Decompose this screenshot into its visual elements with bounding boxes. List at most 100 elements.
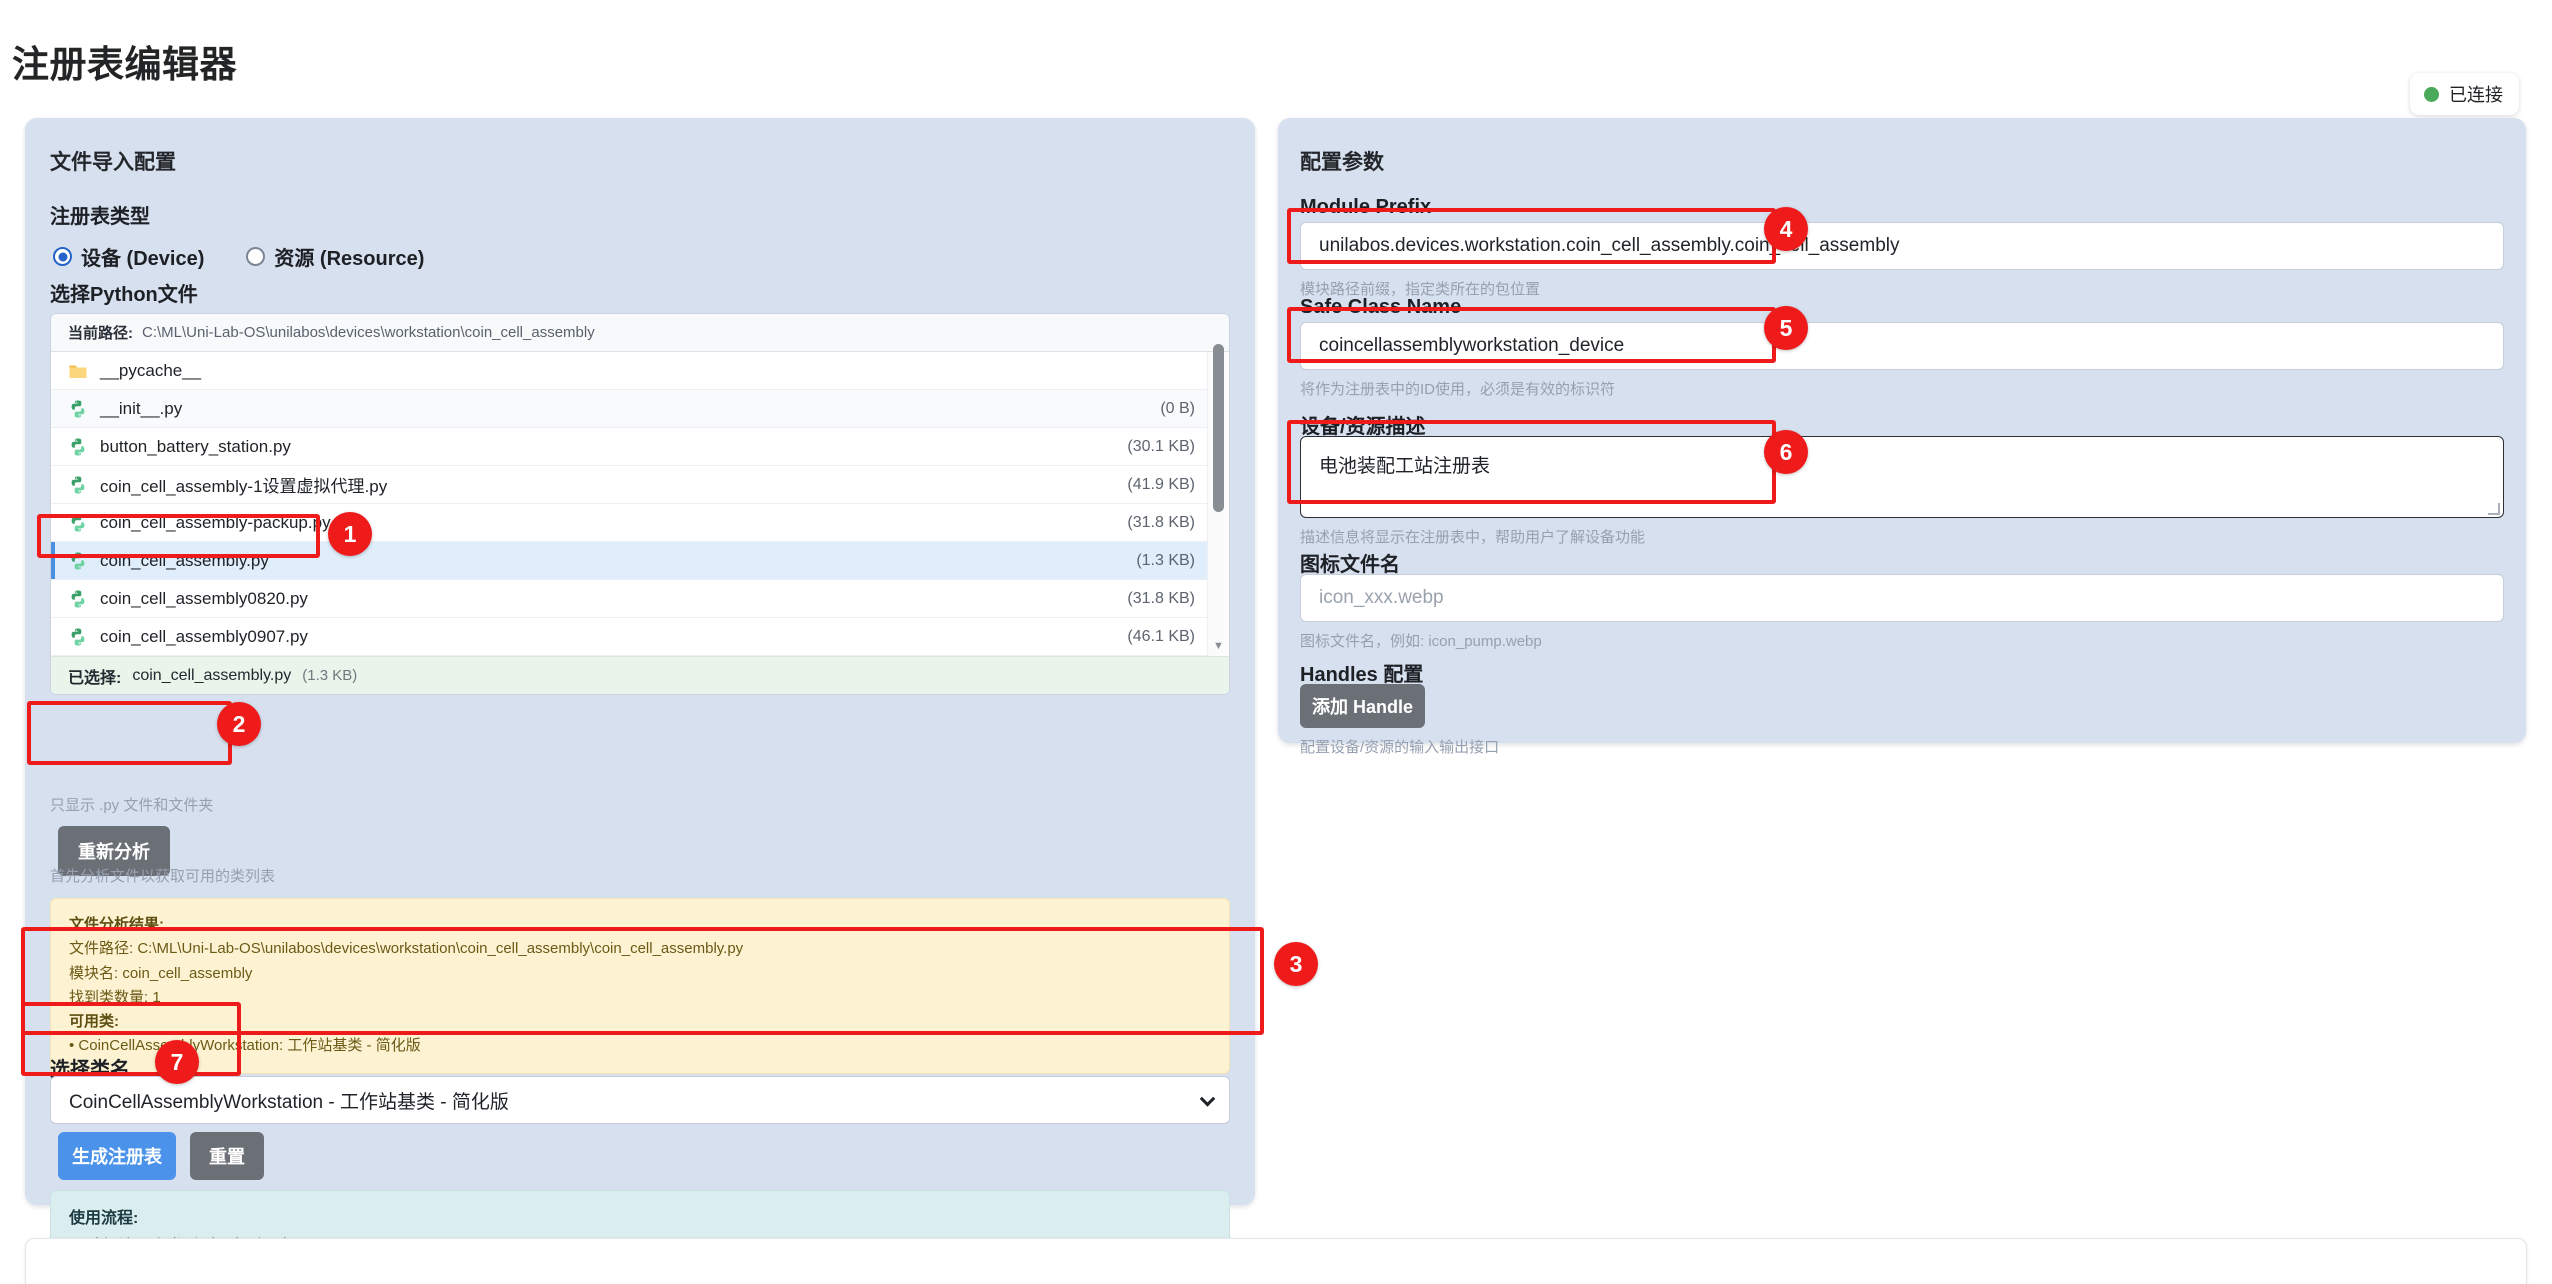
bottom-output-panel	[25, 1238, 2527, 1284]
chevron-down-icon	[1199, 1091, 1216, 1107]
radio-device-indicator[interactable]	[53, 247, 72, 266]
status-dot-icon	[2424, 86, 2439, 102]
python-file-icon	[71, 438, 85, 455]
file-browser: 当前路径: C:\ML\Uni-Lab-OS\unilabos\devices\…	[50, 313, 1230, 695]
file-name-label: __init__.py	[100, 398, 183, 418]
safe-class-name-input[interactable]: coincellassemblyworkstation_device	[1300, 322, 2504, 370]
file-row-button-battery-station[interactable]: button_battery_station.py (30.1 KB)	[51, 428, 1229, 466]
module-prefix-label: Module Prefix	[1300, 196, 1432, 218]
file-name-label: __pycache__	[100, 360, 202, 380]
file-name-label: coin_cell_assembly0907.py	[100, 626, 308, 646]
radio-resource-label: 资源 (Resource)	[274, 248, 425, 270]
selected-file-label: 已选择:	[68, 669, 122, 687]
radio-device-label: 设备 (Device)	[81, 248, 205, 270]
file-size-label: (31.8 KB)	[1127, 513, 1195, 531]
file-row-pycache[interactable]: __pycache__	[51, 352, 1229, 390]
annotation-bubble-4: 4	[1764, 207, 1808, 251]
safe-class-name-label: Safe Class Name	[1300, 296, 1462, 318]
annotation-bubble-1: 1	[328, 512, 372, 556]
file-row-coin-cell-assembly0820[interactable]: coin_cell_assembly0820.py (31.8 KB)	[51, 580, 1229, 618]
registry-type-radio-group: 设备 (Device) 资源 (Resource)	[53, 242, 424, 271]
icon-filename-hint: 图标文件名，例如: icon_pump.webp	[1300, 633, 1542, 650]
analysis-filepath-value: C:\ML\Uni-Lab-OS\unilabos\devices\workst…	[137, 940, 744, 958]
file-row-coin-cell-assembly-1[interactable]: coin_cell_assembly-1设置虚拟代理.py (41.9 KB)	[51, 466, 1229, 504]
analysis-filepath-label: 文件路径:	[69, 940, 134, 958]
selected-file-name: coin_cell_assembly.py	[132, 666, 292, 684]
file-row-init[interactable]: __init__.py (0 B)	[51, 390, 1229, 428]
selected-file-size: (1.3 KB)	[302, 667, 358, 684]
usage-heading: 使用流程:	[69, 1210, 139, 1227]
registry-type-label: 注册表类型	[50, 206, 150, 228]
safe-class-name-hint: 将作为注册表中的ID使用，必须是有效的标识符	[1300, 381, 1616, 398]
description-label: 设备/资源描述	[1300, 416, 1426, 438]
python-file-icon	[71, 628, 85, 645]
icon-filename-placeholder: icon_xxx.webp	[1319, 587, 1444, 608]
current-path-value: C:\ML\Uni-Lab-OS\unilabos\devices\workst…	[142, 324, 595, 341]
file-row-coin-cell-assembly-packup[interactable]: coin_cell_assembly-packup.py (31.8 KB)	[51, 504, 1229, 542]
current-path-label: 当前路径:	[68, 325, 133, 342]
analysis-module-label: 模块名:	[69, 964, 119, 982]
analysis-count-value: 1	[152, 988, 161, 1006]
class-select-value: CoinCellAssemblyWorkstation - 工作站基类 - 简化…	[69, 1091, 509, 1113]
handles-hint: 配置设备/资源的输入输出接口	[1300, 739, 1500, 756]
radio-device[interactable]: 设备 (Device)	[53, 242, 204, 271]
analysis-classes-heading: 可用类:	[69, 1013, 119, 1031]
annotation-bubble-5: 5	[1764, 306, 1808, 350]
current-path-bar: 当前路径: C:\ML\Uni-Lab-OS\unilabos\devices\…	[51, 314, 1229, 352]
left-panel-title: 文件导入配置	[50, 151, 176, 174]
analysis-heading: 文件分析结果:	[69, 916, 164, 933]
analysis-count-label: 找到类数量:	[69, 988, 149, 1006]
file-size-label: (1.3 KB)	[1136, 551, 1195, 569]
file-list[interactable]: __pycache__ __init__.py (0 B)	[51, 352, 1229, 656]
analyze-hint: 首先分析文件以获取可用的类列表	[50, 868, 276, 885]
connection-status-label: 已连接	[2449, 85, 2503, 105]
description-textarea[interactable]: 电池装配工站注册表	[1300, 436, 2504, 518]
module-prefix-value: unilabos.devices.workstation.coin_cell_a…	[1319, 235, 1900, 256]
file-size-label: (30.1 KB)	[1127, 437, 1195, 455]
file-size-label: (31.8 KB)	[1127, 589, 1195, 607]
file-list-scrollbar-thumb[interactable]	[1213, 344, 1224, 512]
radio-resource-indicator[interactable]	[246, 247, 266, 266]
file-row-coin-cell-assembly0907[interactable]: coin_cell_assembly0907.py (46.1 KB)	[51, 618, 1229, 656]
annotation-bubble-6: 6	[1764, 430, 1808, 474]
file-name-label: coin_cell_assembly0820.py	[100, 588, 308, 608]
python-file-icon	[71, 590, 85, 607]
file-import-panel: 文件导入配置 注册表类型 设备 (Device) 资源 (Resource) 选…	[25, 118, 1255, 1284]
radio-resource[interactable]: 资源 (Resource)	[246, 242, 424, 271]
page-title: 注册表编辑器	[12, 44, 237, 85]
reanalyze-button[interactable]: 重新分析	[58, 826, 170, 876]
annotation-bubble-7: 7	[155, 1040, 199, 1084]
resize-grip-icon[interactable]	[2488, 503, 2500, 515]
safe-class-name-value: coincellassemblyworkstation_device	[1319, 335, 1625, 356]
python-file-icon	[71, 552, 85, 569]
reset-button[interactable]: 重置	[190, 1132, 264, 1180]
file-row-coin-cell-assembly-selected[interactable]: coin_cell_assembly.py (1.3 KB)	[51, 542, 1229, 580]
folder-icon	[69, 365, 87, 378]
generate-registry-button[interactable]: 生成注册表	[58, 1132, 176, 1180]
config-params-panel: 配置参数 Module Prefix unilabos.devices.work…	[1278, 118, 2526, 756]
selected-file-bar: 已选择: coin_cell_assembly.py (1.3 KB)	[51, 656, 1229, 694]
analysis-class-item: • CoinCellAssemblyWorkstation: 工作站基类 - 简…	[69, 1037, 421, 1055]
annotation-bubble-2: 2	[217, 702, 261, 746]
file-name-label: coin_cell_assembly-packup.py	[100, 512, 331, 532]
python-file-icon	[71, 476, 85, 493]
class-select[interactable]: CoinCellAssemblyWorkstation - 工作站基类 - 简化…	[50, 1076, 1230, 1124]
file-filter-hint: 只显示 .py 文件和文件夹	[50, 797, 214, 814]
file-size-label: (41.9 KB)	[1127, 475, 1195, 493]
scroll-down-icon[interactable]: ▼	[1213, 640, 1224, 652]
icon-filename-input[interactable]: icon_xxx.webp	[1300, 574, 2504, 622]
icon-filename-label: 图标文件名	[1300, 554, 1400, 576]
file-name-label: coin_cell_assembly.py	[100, 550, 269, 570]
analysis-result-box: 文件分析结果: 文件路径: C:\ML\Uni-Lab-OS\unilabos\…	[50, 898, 1230, 1074]
module-prefix-input[interactable]: unilabos.devices.workstation.coin_cell_a…	[1300, 222, 2504, 270]
file-name-label: button_battery_station.py	[100, 436, 291, 456]
description-value: 电池装配工站注册表	[1319, 456, 1491, 477]
annotation-bubble-3: 3	[1274, 942, 1318, 986]
connection-status-badge: 已连接	[2410, 73, 2519, 115]
description-hint: 描述信息将显示在注册表中，帮助用户了解设备功能	[1300, 529, 1646, 546]
add-handle-button[interactable]: 添加 Handle	[1300, 684, 1425, 728]
python-file-icon	[71, 400, 85, 417]
analysis-module-value: coin_cell_assembly	[122, 964, 253, 982]
file-name-label: coin_cell_assembly-1设置虚拟代理.py	[100, 477, 388, 496]
